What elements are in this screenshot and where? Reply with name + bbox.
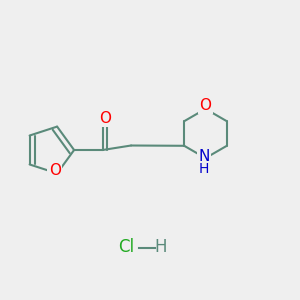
Text: Cl: Cl [118,238,134,256]
Text: O: O [49,164,61,178]
Text: N: N [198,149,210,164]
Text: H: H [199,163,209,176]
Text: O: O [99,111,111,126]
Text: O: O [200,98,211,113]
Text: H: H [154,238,167,256]
